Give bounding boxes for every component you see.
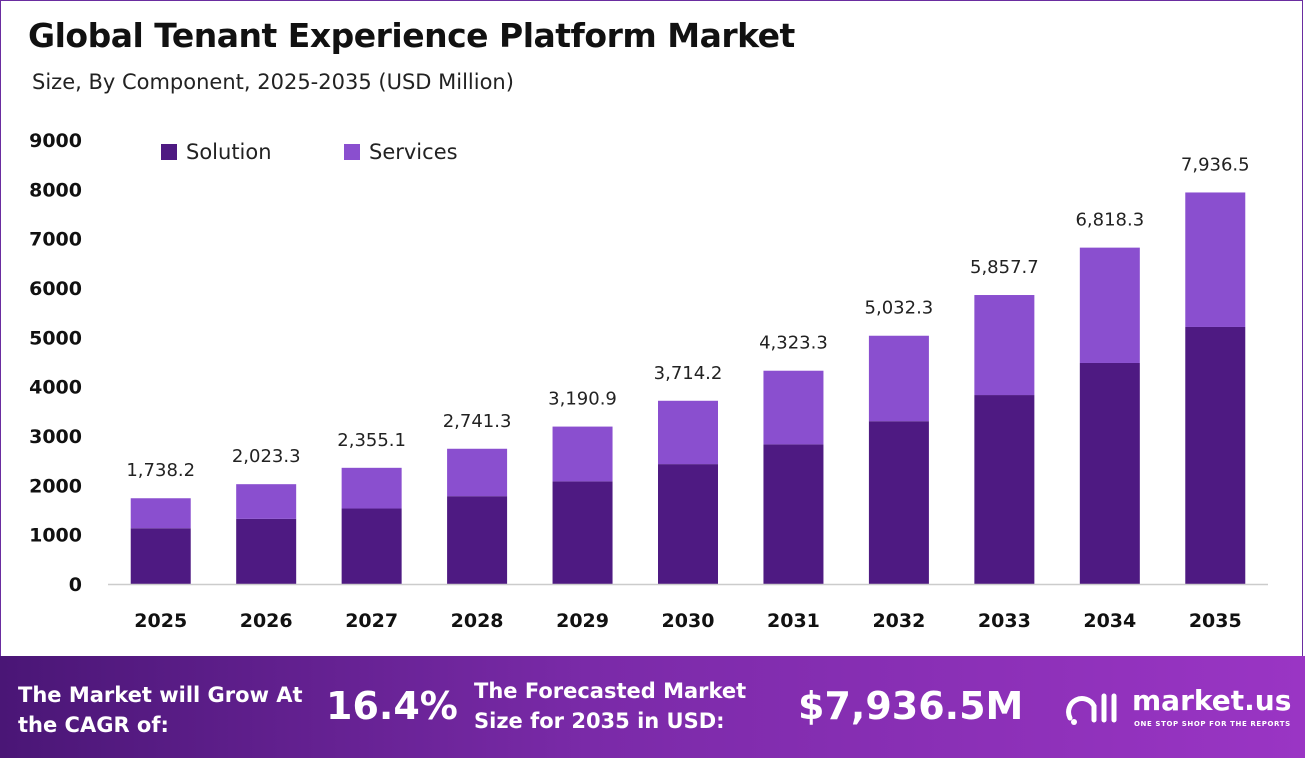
bar-services-2026 [236,484,297,519]
cagr-value: 16.4% [326,684,458,728]
bar-solution-2032 [868,421,929,584]
data-labels: 1,738.2 2,023.3 2,355.1 2,741.3 3,190.9 3,714… [126,154,1249,481]
y-axis: 0 1000 2000 3000 4000 5000 6000 7000 8000 9000 [29,130,82,596]
forecast-label: The Forecasted Market Size for 2035 in U… [474,679,747,733]
legend-swatch-solution [161,144,177,160]
x-tick-label: 2026 [240,610,293,632]
y-tick-label: 8000 [29,179,82,201]
chart-title: Global Tenant Experience Platform Market [28,16,795,55]
bar-solution-2034 [1079,362,1140,584]
y-tick-label: 2000 [29,475,82,497]
bar-solution-2029 [552,481,613,584]
bar-services-2035 [1185,192,1246,327]
x-tick-label: 2030 [662,610,715,632]
chart-subtitle: Size, By Component, 2025-2035 (USD Milli… [32,70,514,94]
bars [130,192,1246,584]
bar-services-2029 [552,426,613,482]
legend: Solution Services [161,140,458,164]
bar-chart: Solution Services 0 1000 2000 3000 4000 5000 60… [29,130,1268,632]
total-label-2027: 2,355.1 [337,430,406,451]
total-label-2033: 5,857.7 [970,257,1039,278]
y-tick-label: 5000 [29,327,82,349]
x-tick-label: 2032 [872,610,925,632]
bar-services-2032 [868,335,929,422]
x-tick-label: 2029 [556,610,609,632]
y-tick-label: 4000 [29,377,82,399]
brand-tagline: ONE STOP SHOP FOR THE REPORTS [1134,720,1291,728]
bar-solution-2026 [236,518,297,584]
brand-name: market.us [1132,684,1292,717]
bar-solution-2035 [1185,326,1246,584]
x-tick-label: 2028 [451,610,504,632]
bar-services-2031 [763,370,824,445]
market-us-logo-icon [1066,693,1117,725]
x-tick-label: 2033 [978,610,1031,632]
brand-logo: market.us ONE STOP SHOP FOR THE REPORTS [1066,684,1296,734]
legend-swatch-services [344,144,360,160]
total-label-2025: 1,738.2 [126,460,195,481]
x-tick-label: 2025 [134,610,187,632]
x-tick-label: 2027 [345,610,398,632]
total-label-2030: 3,714.2 [654,363,723,384]
total-label-2035: 7,936.5 [1181,154,1250,175]
bar-services-2027 [341,467,402,509]
bar-services-2025 [130,498,191,529]
y-tick-label: 0 [69,574,82,596]
bar-services-2030 [658,400,718,465]
total-label-2034: 6,818.3 [1075,210,1144,231]
legend-label-solution: Solution [186,140,272,164]
forecast-value: $7,936.5M [798,684,1024,728]
bar-solution-2027 [341,508,402,584]
bar-services-2028 [447,448,508,497]
total-label-2026: 2,023.3 [232,446,301,467]
total-label-2028: 2,741.3 [443,411,512,432]
bar-solution-2028 [447,496,508,584]
total-label-2031: 4,323.3 [759,333,828,354]
total-label-2029: 3,190.9 [548,389,617,410]
x-tick-label: 2031 [767,610,820,632]
x-axis: 2025 2026 2027 2028 2029 2030 2031 2032 2033 2034… [108,583,1268,632]
bar-solution-2031 [763,444,824,584]
total-label-2032: 5,032.3 [865,298,934,319]
bar-solution-2030 [658,464,718,584]
cagr-label: The Market will Grow At the CAGR of: [18,683,303,737]
y-tick-label: 9000 [29,130,82,152]
bar-solution-2033 [974,395,1035,584]
summary-banner: The Market will Grow At the CAGR of: 16.… [0,656,1305,758]
y-tick-label: 1000 [29,525,82,547]
y-tick-label: 7000 [29,229,82,251]
x-tick-label: 2034 [1083,610,1136,632]
y-tick-label: 6000 [29,278,82,300]
bar-services-2033 [974,295,1035,396]
bar-services-2034 [1079,247,1140,363]
legend-label-services: Services [369,140,458,164]
y-tick-label: 3000 [29,426,82,448]
bar-solution-2025 [130,528,191,584]
x-tick-label: 2035 [1189,610,1242,632]
